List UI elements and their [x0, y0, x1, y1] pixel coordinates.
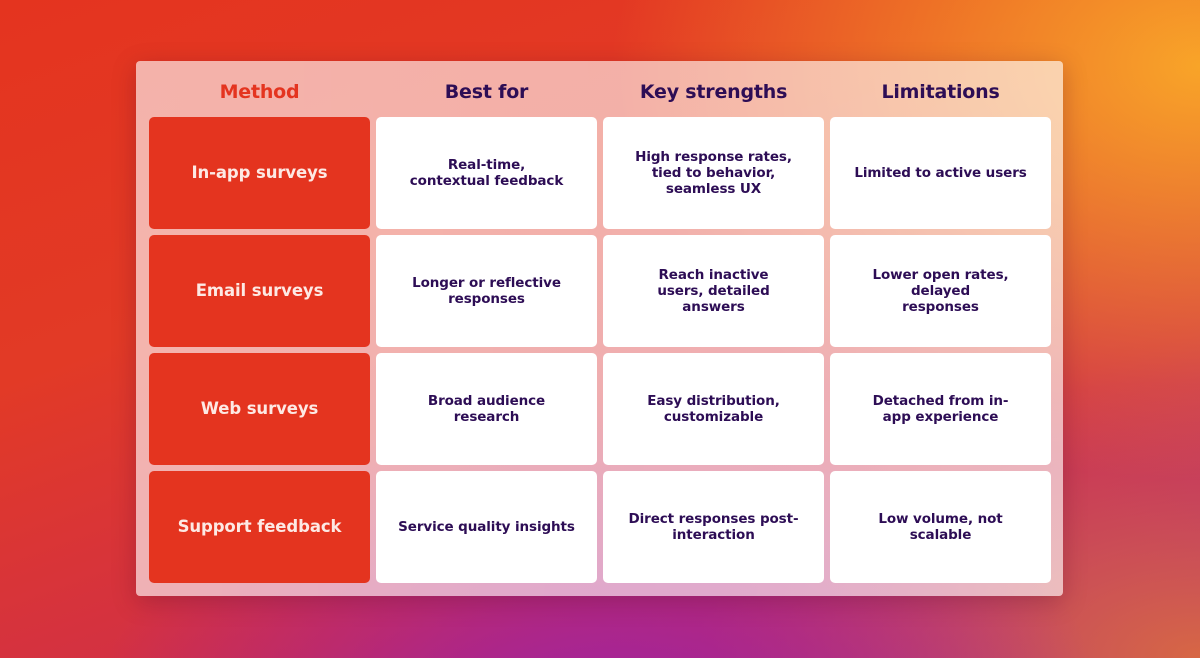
- key-strengths-cell: High response rates, tied to behavior, s…: [603, 117, 824, 229]
- method-label: In-app surveys: [191, 163, 328, 182]
- table-header-row: Method Best for Key strengths Limitation…: [149, 61, 1050, 117]
- best-for-cell: Broad audience research: [376, 353, 597, 465]
- key-strengths-cell: Reach inactive users, detailed answers: [603, 235, 824, 347]
- key-strengths-cell: Easy distribution, customizable: [603, 353, 824, 465]
- header-best-for: Best for: [444, 81, 529, 103]
- method-cell-in-app-surveys: In-app surveys: [149, 117, 370, 229]
- limitations-cell: Detached from in-app experience: [830, 353, 1051, 465]
- best-for-cell: Real-time, contextual feedback: [376, 117, 597, 229]
- best-for-text: Broad audience research: [427, 393, 546, 425]
- key-strengths-text: Reach inactive users, detailed answers: [657, 267, 770, 315]
- best-for-text: Real-time, contextual feedback: [409, 157, 564, 189]
- limitations-text: Detached from in-app experience: [872, 393, 1009, 425]
- header-method: Method: [219, 81, 300, 103]
- key-strengths-text: Easy distribution, customizable: [647, 393, 780, 425]
- limitations-cell: Low volume, not scalable: [830, 471, 1051, 583]
- best-for-text: Service quality insights: [398, 519, 575, 535]
- limitations-text: Limited to active users: [854, 165, 1027, 181]
- key-strengths-cell: Direct responses post-interaction: [603, 471, 824, 583]
- key-strengths-text: High response rates, tied to behavior, s…: [635, 149, 792, 197]
- header-limitations: Limitations: [881, 81, 1000, 103]
- limitations-cell: Limited to active users: [830, 117, 1051, 229]
- method-cell-support-feedback: Support feedback: [149, 471, 370, 583]
- best-for-cell: Longer or reflective responses: [376, 235, 597, 347]
- limitations-cell: Lower open rates, delayed responses: [830, 235, 1051, 347]
- method-label: Web surveys: [200, 399, 319, 418]
- limitations-text: Low volume, not scalable: [878, 511, 1003, 543]
- best-for-text: Longer or reflective responses: [412, 275, 561, 307]
- method-label: Support feedback: [177, 517, 342, 536]
- best-for-cell: Service quality insights: [376, 471, 597, 583]
- header-key-strengths: Key strengths: [639, 81, 788, 103]
- method-cell-email-surveys: Email surveys: [149, 235, 370, 347]
- key-strengths-text: Direct responses post-interaction: [628, 511, 799, 543]
- table-body: In-app surveys Real-time, contextual fee…: [149, 117, 1051, 583]
- method-label: Email surveys: [195, 281, 324, 300]
- limitations-text: Lower open rates, delayed responses: [872, 267, 1009, 315]
- comparison-table-panel: Method Best for Key strengths Limitation…: [136, 61, 1063, 596]
- method-cell-web-surveys: Web surveys: [149, 353, 370, 465]
